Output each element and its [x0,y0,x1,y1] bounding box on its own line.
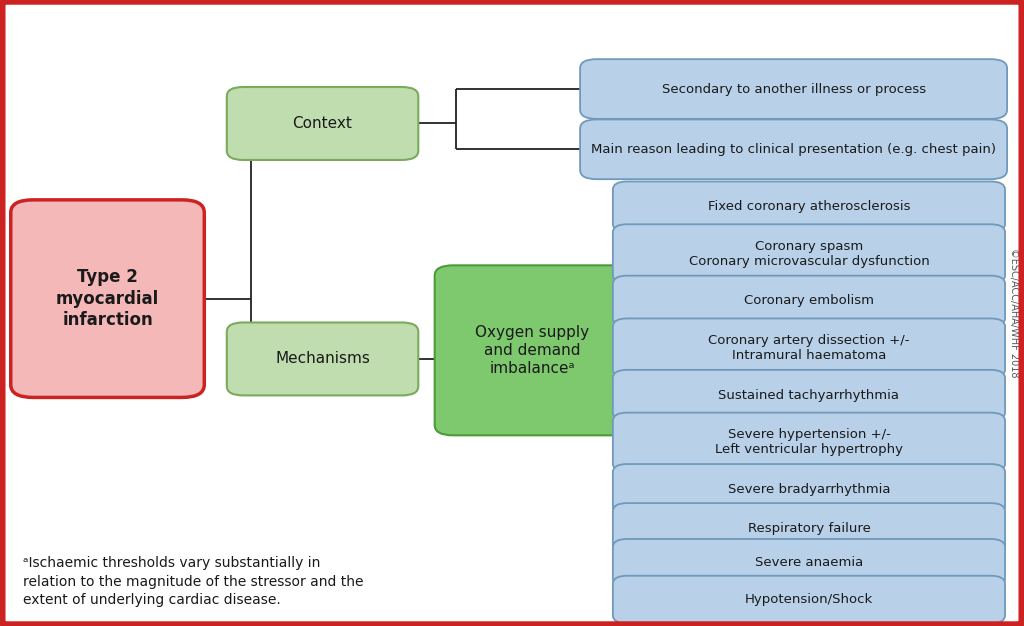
Text: ©ESC/ACC/AHA/WHF 2018: ©ESC/ACC/AHA/WHF 2018 [1009,249,1019,377]
FancyBboxPatch shape [612,464,1006,515]
FancyBboxPatch shape [612,576,1006,623]
Text: Severe hypertension +/-
Left ventricular hypertrophy: Severe hypertension +/- Left ventricular… [715,428,903,456]
Text: Severe bradyarrhythmia: Severe bradyarrhythmia [728,483,890,496]
Text: Sustained tachyarrhythmia: Sustained tachyarrhythmia [719,389,899,402]
Text: Coronary embolism: Coronary embolism [744,294,873,307]
FancyBboxPatch shape [612,182,1006,232]
FancyBboxPatch shape [612,319,1006,377]
FancyBboxPatch shape [226,322,418,396]
FancyBboxPatch shape [612,370,1006,421]
FancyBboxPatch shape [11,200,205,398]
Text: Coronary artery dissection +/-
Intramural haematoma: Coronary artery dissection +/- Intramura… [709,334,909,362]
FancyBboxPatch shape [612,275,1006,326]
Text: Coronary spasm
Coronary microvascular dysfunction: Coronary spasm Coronary microvascular dy… [688,240,930,268]
Text: Secondary to another illness or process: Secondary to another illness or process [662,83,926,96]
FancyBboxPatch shape [612,224,1006,284]
FancyBboxPatch shape [612,413,1006,472]
FancyBboxPatch shape [612,539,1006,587]
FancyBboxPatch shape [434,265,630,435]
FancyBboxPatch shape [580,59,1008,119]
FancyBboxPatch shape [580,120,1008,179]
Text: Type 2
myocardial
infarction: Type 2 myocardial infarction [56,268,159,329]
Text: Context: Context [293,116,352,131]
FancyBboxPatch shape [226,87,418,160]
Text: Hypotension/Shock: Hypotension/Shock [744,593,873,606]
Text: Fixed coronary atherosclerosis: Fixed coronary atherosclerosis [708,200,910,213]
Text: Oxygen supply
and demand
imbalanceᵃ: Oxygen supply and demand imbalanceᵃ [475,325,590,376]
FancyBboxPatch shape [612,503,1006,553]
Text: Severe anaemia: Severe anaemia [755,557,863,569]
Text: Mechanisms: Mechanisms [275,351,370,366]
Text: ᵃIschaemic thresholds vary substantially in
relation to the magnitude of the str: ᵃIschaemic thresholds vary substantially… [23,557,364,607]
Text: Respiratory failure: Respiratory failure [748,522,870,535]
Text: Main reason leading to clinical presentation (e.g. chest pain): Main reason leading to clinical presenta… [591,143,996,156]
